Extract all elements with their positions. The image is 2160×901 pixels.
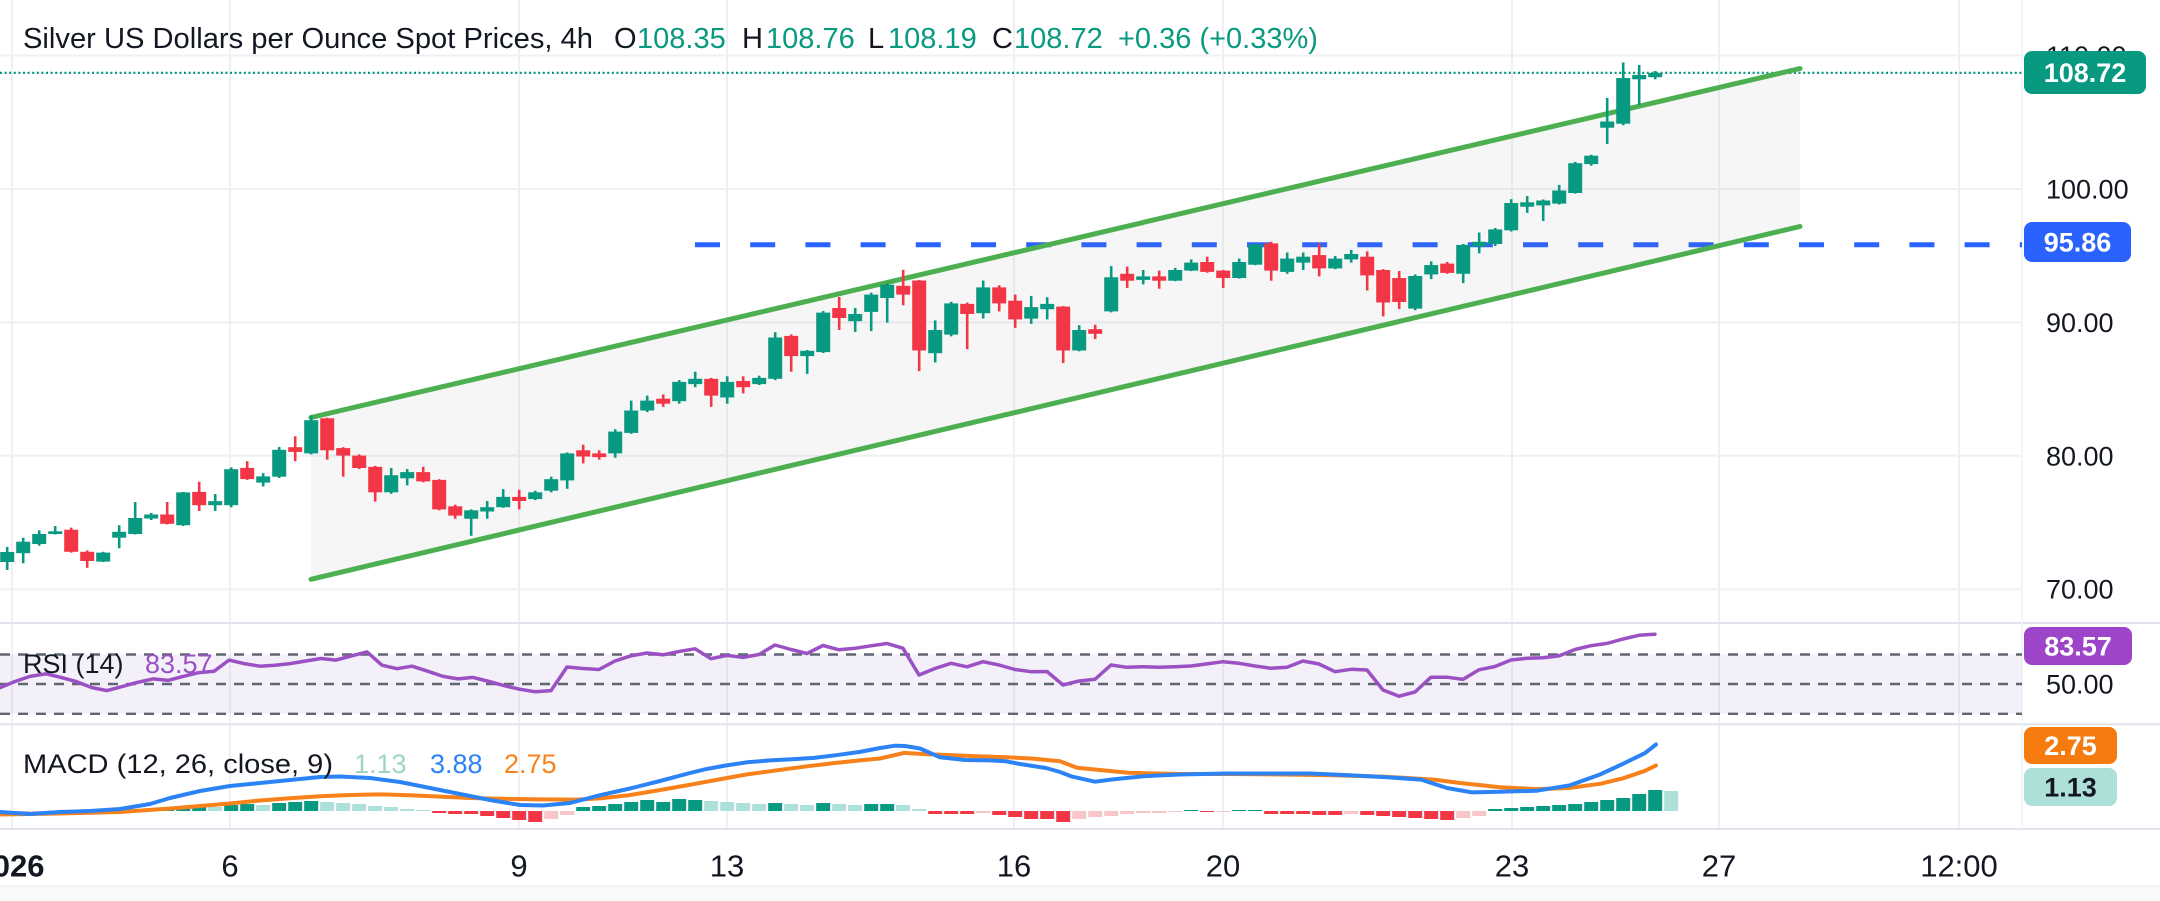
svg-text:83.57: 83.57: [145, 649, 213, 679]
svg-text:27: 27: [1702, 849, 1736, 884]
svg-text:70.00: 70.00: [2046, 575, 2114, 605]
svg-text:RSI (14): RSI (14): [23, 649, 124, 679]
svg-text:83.57: 83.57: [2044, 632, 2112, 662]
svg-text:16: 16: [997, 849, 1031, 884]
svg-text:2026: 2026: [0, 849, 44, 884]
svg-text:H: H: [742, 23, 763, 55]
svg-text:23: 23: [1495, 849, 1529, 884]
svg-text:9: 9: [510, 849, 527, 884]
svg-text:108.72: 108.72: [1014, 23, 1103, 55]
svg-text:O: O: [614, 23, 637, 55]
svg-text:12:00: 12:00: [1920, 849, 1998, 884]
svg-text:108.35: 108.35: [637, 23, 726, 55]
svg-text:108.76: 108.76: [766, 23, 855, 55]
svg-text:100.00: 100.00: [2046, 175, 2129, 205]
svg-text:2.75: 2.75: [504, 749, 557, 779]
svg-text:95.86: 95.86: [2044, 228, 2112, 258]
svg-text:L: L: [868, 23, 884, 55]
svg-text:6: 6: [221, 849, 238, 884]
svg-text:50.00: 50.00: [2046, 670, 2114, 700]
svg-text:+0.36 (+0.33%): +0.36 (+0.33%): [1118, 23, 1318, 55]
svg-text:Silver US Dollars per Ounce Sp: Silver US Dollars per Ounce Spot Prices,…: [23, 23, 593, 55]
svg-text:2.75: 2.75: [2044, 731, 2097, 761]
svg-text:1.13: 1.13: [2044, 773, 2097, 803]
svg-text:108.19: 108.19: [888, 23, 977, 55]
svg-text:20: 20: [1206, 849, 1240, 884]
svg-text:108.72: 108.72: [2044, 58, 2127, 88]
svg-text:13: 13: [710, 849, 744, 884]
svg-text:80.00: 80.00: [2046, 441, 2114, 471]
svg-text:90.00: 90.00: [2046, 308, 2114, 338]
svg-text:1.13: 1.13: [354, 749, 407, 779]
svg-text:3.88: 3.88: [430, 749, 483, 779]
svg-text:MACD (12, 26, close, 9): MACD (12, 26, close, 9): [23, 749, 333, 779]
svg-text:C: C: [992, 23, 1013, 55]
